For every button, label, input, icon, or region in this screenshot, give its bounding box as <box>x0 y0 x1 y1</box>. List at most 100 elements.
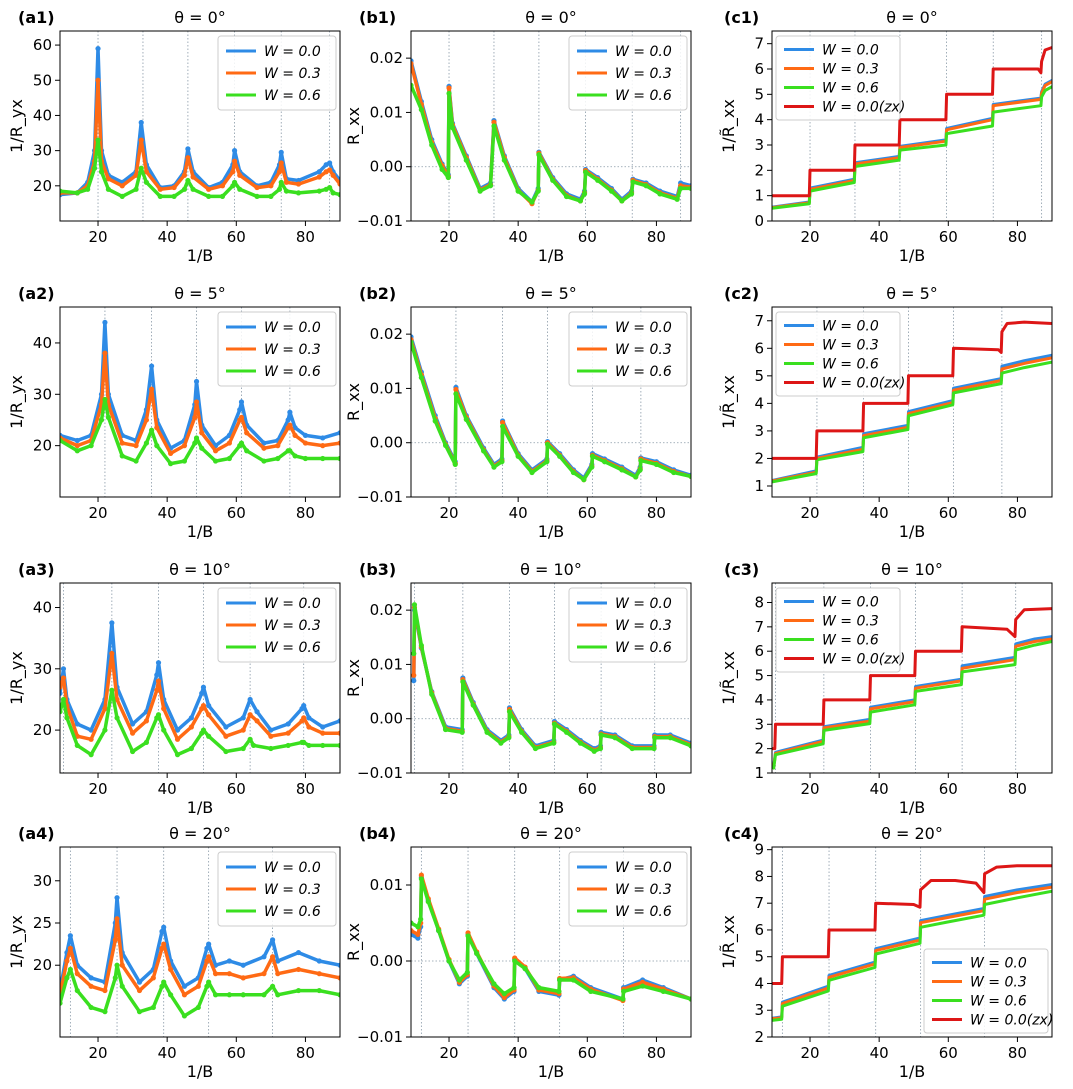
data-point <box>591 748 597 754</box>
data-point <box>168 966 174 973</box>
data-point <box>88 983 94 989</box>
axes-frame <box>771 846 1053 1038</box>
data-point <box>589 453 596 459</box>
data-point <box>155 660 162 666</box>
data-point <box>453 391 459 397</box>
legend-label: W = 0.0(zx) <box>970 1013 1053 1029</box>
data-point <box>88 752 94 758</box>
y-tick-label: 0.00 <box>370 710 403 728</box>
legend-label: W = 0.3 <box>615 618 672 634</box>
data-point <box>60 709 63 715</box>
x-tick-label: 40 <box>870 504 889 522</box>
data-point <box>276 169 283 175</box>
x-tick-label: 20 <box>439 780 458 798</box>
data-point <box>247 736 253 742</box>
data-point <box>206 979 212 985</box>
data-point <box>200 727 207 733</box>
y-tick-label: 0.02 <box>370 325 403 343</box>
y-axis-label: 1/R̃_xx <box>719 651 739 705</box>
legend-label: W = 0.6 <box>615 88 672 104</box>
data-point <box>138 165 144 171</box>
data-point <box>193 399 200 405</box>
data-point <box>192 414 198 421</box>
y-tick-label: 7 <box>754 35 764 53</box>
data-point <box>161 727 167 733</box>
x-tick-label: 60 <box>939 504 958 522</box>
x-tick-label: 60 <box>939 1044 958 1062</box>
data-point <box>445 174 451 181</box>
data-point <box>244 430 250 436</box>
data-point <box>98 417 105 423</box>
legend-label: W = 0.6 <box>822 633 879 649</box>
data-point <box>316 169 322 175</box>
data-point <box>269 954 276 960</box>
series-group <box>772 607 1052 770</box>
data-point <box>320 730 326 736</box>
data-point <box>244 448 250 454</box>
data-point <box>470 702 476 708</box>
data-point <box>415 924 421 930</box>
y-tick-label: 4 <box>754 394 764 412</box>
series-line <box>772 864 1052 985</box>
legend-label: W = 0.6 <box>822 81 879 97</box>
data-point <box>199 430 205 436</box>
data-point <box>133 458 139 464</box>
data-point <box>638 458 644 464</box>
data-point <box>316 188 322 194</box>
panel-title: θ = 20° <box>169 824 231 843</box>
legend-label: W = 0.0 <box>822 595 879 611</box>
panel-c2: 20 40 60 80 1 2 3 4 5 6 7 1/B 1/R̃_xx θ = 5° (c2) W = 0… <box>719 284 1053 541</box>
data-point <box>193 378 200 385</box>
data-point <box>206 941 212 947</box>
data-point <box>487 183 494 189</box>
x-tick-label: 20 <box>800 1044 819 1062</box>
data-point <box>67 933 73 939</box>
data-point <box>193 435 200 441</box>
axes-frame <box>410 582 692 774</box>
y-axis-label: R_xx <box>344 383 364 421</box>
y-tick-label: 40 <box>33 106 52 124</box>
y-axis-label: R_xx <box>344 659 364 697</box>
data-point <box>316 987 322 994</box>
y-axis-label: 1/R_yx <box>7 915 27 969</box>
legend-label: W = 0.3 <box>970 975 1027 991</box>
y-axis-label: 1/R_yx <box>7 99 27 153</box>
data-point <box>226 958 232 964</box>
data-point <box>74 190 80 196</box>
data-point <box>247 712 253 718</box>
y-tick-label: 8 <box>754 867 764 885</box>
panel-b2: 20 40 60 80 −0.01 0.00 0.01 0.02 1/B R_xx θ = 5° (b… <box>344 284 692 541</box>
panel-c1: 20 40 60 80 0 1 2 3 4 5 6 7 1/B 1/R̃_xx θ = 0° (c1) W = … <box>719 8 1053 265</box>
data-point <box>219 183 226 189</box>
x-tick-label: 40 <box>509 228 528 246</box>
series-group <box>60 895 340 1019</box>
y-tick-label: 6 <box>754 339 764 357</box>
panel-a3: 20 40 60 80 20 30 40 1/B 1/R_yx θ = 10° (a3) W = 0.… <box>7 560 341 817</box>
legend-box <box>568 311 688 387</box>
data-point <box>301 715 307 721</box>
data-point <box>557 453 563 459</box>
data-point <box>149 386 155 392</box>
data-point <box>60 690 63 696</box>
legend-label: W = 0.3 <box>615 882 672 898</box>
data-point <box>206 712 212 718</box>
legend-label: W = 0.0 <box>264 44 321 60</box>
legend-label: W = 0.0 <box>615 44 672 60</box>
data-point <box>301 702 307 709</box>
data-point <box>67 966 73 973</box>
data-point <box>484 729 490 735</box>
data-point <box>185 177 191 184</box>
legend-label: W = 0.3 <box>264 618 321 634</box>
data-point <box>155 712 162 718</box>
data-point <box>436 928 442 934</box>
legend-label: W = 0.3 <box>264 882 321 898</box>
axes-frame <box>771 30 1053 222</box>
legend-box <box>568 587 688 663</box>
data-point <box>174 752 181 758</box>
data-point <box>157 186 163 192</box>
legend: W = 0.0 W = 0.3 W = 0.6 W = 0.0(zx) <box>923 948 1053 1034</box>
data-point <box>206 186 212 192</box>
x-tick-label: 80 <box>647 780 666 798</box>
data-point <box>671 469 677 476</box>
data-point <box>306 742 312 749</box>
